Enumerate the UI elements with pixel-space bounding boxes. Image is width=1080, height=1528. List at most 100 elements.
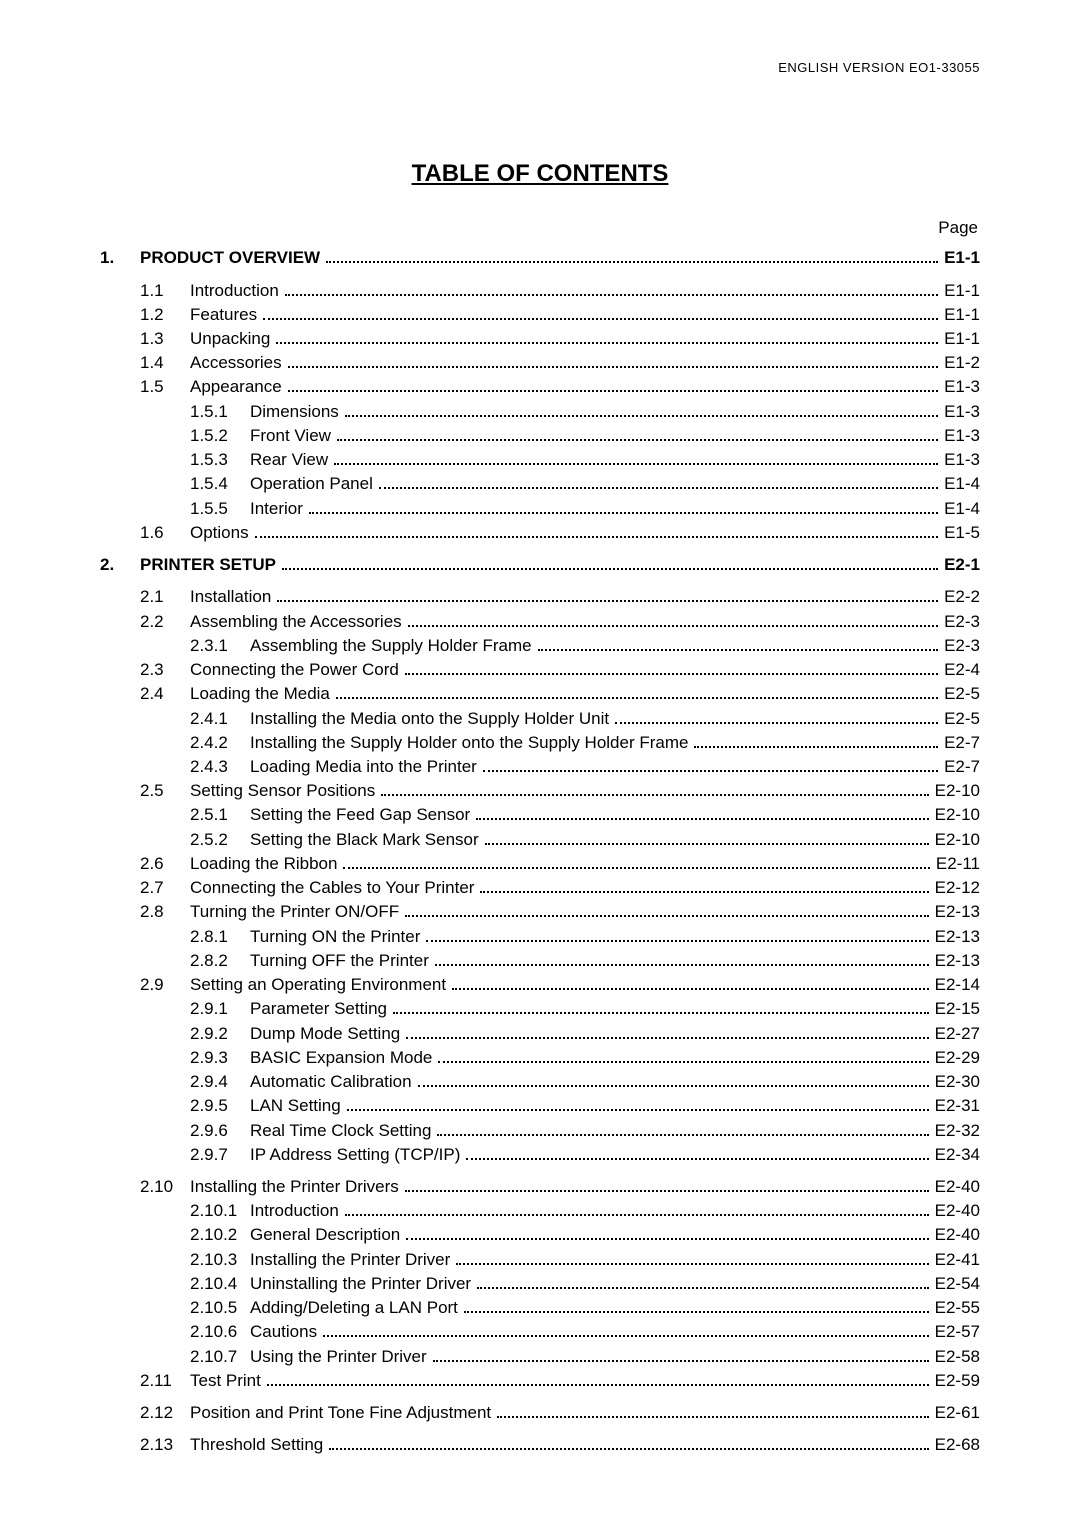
toc-entry: 2.10.1IntroductionE2-40 [100, 1199, 980, 1223]
toc-entry-page: E2-12 [931, 877, 980, 900]
toc-entry: 1.5.5InteriorE1-4 [100, 496, 980, 520]
toc-entry-label: Options [190, 522, 253, 545]
toc-entry-page: E2-15 [931, 998, 980, 1021]
toc-entry-number: 2.11 [140, 1370, 190, 1393]
page-title: TABLE OF CONTENTS [100, 160, 980, 188]
toc-entry-page: E2-14 [931, 974, 980, 997]
toc-entry-number: 1.5.4 [190, 473, 250, 496]
toc-entry: 2.PRINTER SETUPE2-1 [100, 553, 980, 577]
toc-entry: 2.10Installing the Printer DriversE2-40 [100, 1175, 980, 1199]
toc-leader-dots [263, 302, 938, 319]
toc-entry: 2.9.6Real Time Clock SettingE2-32 [100, 1118, 980, 1142]
toc-entry-page: E2-10 [931, 780, 980, 803]
toc-leader-dots [329, 1433, 928, 1450]
toc-entry-number: 2.10.5 [190, 1297, 250, 1320]
toc-entry-page: E2-55 [931, 1297, 980, 1320]
toc-entry-label: Using the Printer Driver [250, 1346, 431, 1369]
toc-entry-number: 2.10 [140, 1176, 190, 1199]
toc-leader-dots [480, 876, 928, 893]
toc-entry-page: E2-58 [931, 1346, 980, 1369]
toc-entry-number: 2.4 [140, 683, 190, 706]
toc-entry-number: 2.9.1 [190, 998, 250, 1021]
toc-entry-page: E2-13 [931, 950, 980, 973]
toc-entry-number: 1.3 [140, 328, 190, 351]
toc-entry: 1.5.3Rear ViewE1-3 [100, 448, 980, 472]
toc-entry-label: Uninstalling the Printer Driver [250, 1273, 475, 1296]
toc-entry-page: E2-31 [931, 1095, 980, 1118]
toc-leader-dots [418, 1070, 929, 1087]
toc-entry-label: Accessories [190, 352, 286, 375]
toc-entry-label: Automatic Calibration [250, 1071, 416, 1094]
toc-entry-label: Loading the Media [190, 683, 334, 706]
toc-entry-number: 1.5 [140, 376, 190, 399]
toc-entry-number: 2.9.7 [190, 1144, 250, 1167]
toc-entry-number: 1.4 [140, 352, 190, 375]
toc-leader-dots [276, 327, 938, 344]
toc-entry-label: Turning ON the Printer [250, 926, 424, 949]
toc-entry-number: 2.10.6 [190, 1321, 250, 1344]
toc-entry: 2.11Test PrintE2-59 [100, 1369, 980, 1393]
toc-entry-page: E1-1 [940, 247, 980, 270]
toc-entry-page: E2-5 [940, 708, 980, 731]
table-of-contents: 1.PRODUCT OVERVIEWE1-11.1IntroductionE1-… [100, 246, 980, 1457]
toc-entry-label: Operation Panel [250, 473, 377, 496]
toc-entry-page: E1-3 [940, 449, 980, 472]
toc-leader-dots [345, 399, 938, 416]
toc-entry-number: 2.10.3 [190, 1249, 250, 1272]
toc-entry: 1.5.1DimensionsE1-3 [100, 399, 980, 423]
toc-leader-dots [288, 351, 938, 368]
toc-entry-label: Installing the Printer Driver [250, 1249, 454, 1272]
toc-entry-number: 2.8 [140, 901, 190, 924]
page-column-label: Page [100, 218, 980, 238]
toc-entry-number: 2.12 [140, 1402, 190, 1425]
toc-entry: 2.3Connecting the Power CordE2-4 [100, 658, 980, 682]
toc-entry-label: Setting Sensor Positions [190, 780, 379, 803]
toc-entry-label: Turning the Printer ON/OFF [190, 901, 403, 924]
toc-entry-label: Connecting the Power Cord [190, 659, 403, 682]
toc-leader-dots [326, 246, 938, 263]
toc-entry-label: Cautions [250, 1321, 321, 1344]
toc-entry-number: 1. [100, 247, 140, 270]
toc-entry-page: E2-34 [931, 1144, 980, 1167]
toc-leader-dots [277, 585, 938, 602]
toc-entry-number: 2.5 [140, 780, 190, 803]
toc-entry: 1.1IntroductionE1-1 [100, 278, 980, 302]
toc-entry-number: 2.9 [140, 974, 190, 997]
toc-entry-label: Features [190, 304, 261, 327]
toc-leader-dots [466, 1142, 928, 1159]
toc-entry-number: 2.5.1 [190, 804, 250, 827]
toc-leader-dots [288, 375, 938, 392]
toc-entry: 2.12Position and Print Tone Fine Adjustm… [100, 1401, 980, 1425]
toc-leader-dots [476, 803, 928, 820]
toc-entry: 2.9.4Automatic CalibrationE2-30 [100, 1070, 980, 1094]
toc-leader-dots [438, 1046, 928, 1063]
toc-entry-page: E2-1 [940, 554, 980, 577]
toc-entry: 2.5.1Setting the Feed Gap SensorE2-10 [100, 803, 980, 827]
toc-entry-label: Unpacking [190, 328, 274, 351]
toc-leader-dots [323, 1320, 929, 1337]
toc-entry-label: Real Time Clock Setting [250, 1120, 435, 1143]
toc-entry-page: E2-61 [931, 1402, 980, 1425]
toc-entry-number: 2.8.2 [190, 950, 250, 973]
toc-entry-number: 2.9.2 [190, 1023, 250, 1046]
toc-entry-page: E2-68 [931, 1434, 980, 1457]
toc-entry-label: General Description [250, 1224, 404, 1247]
toc-leader-dots [437, 1118, 928, 1135]
toc-entry-page: E1-1 [940, 280, 980, 303]
toc-leader-dots [405, 900, 929, 917]
toc-entry-page: E2-7 [940, 756, 980, 779]
toc-entry-label: Connecting the Cables to Your Printer [190, 877, 478, 900]
toc-entry-number: 2.1 [140, 586, 190, 609]
toc-entry-label: Loading Media into the Printer [250, 756, 481, 779]
toc-entry-label: BASIC Expansion Mode [250, 1047, 436, 1070]
toc-entry-page: E2-13 [931, 926, 980, 949]
toc-entry-number: 2.4.3 [190, 756, 250, 779]
toc-entry-label: LAN Setting [250, 1095, 345, 1118]
toc-entry-page: E2-40 [931, 1224, 980, 1247]
toc-leader-dots [452, 973, 929, 990]
toc-entry: 2.4.3Loading Media into the Printer E2-7 [100, 755, 980, 779]
toc-entry-label: Adding/Deleting a LAN Port [250, 1297, 462, 1320]
toc-entry: 2.6Loading the RibbonE2-11 [100, 852, 980, 876]
toc-entry-label: PRODUCT OVERVIEW [140, 247, 324, 270]
toc-entry-page: E2-5 [940, 683, 980, 706]
